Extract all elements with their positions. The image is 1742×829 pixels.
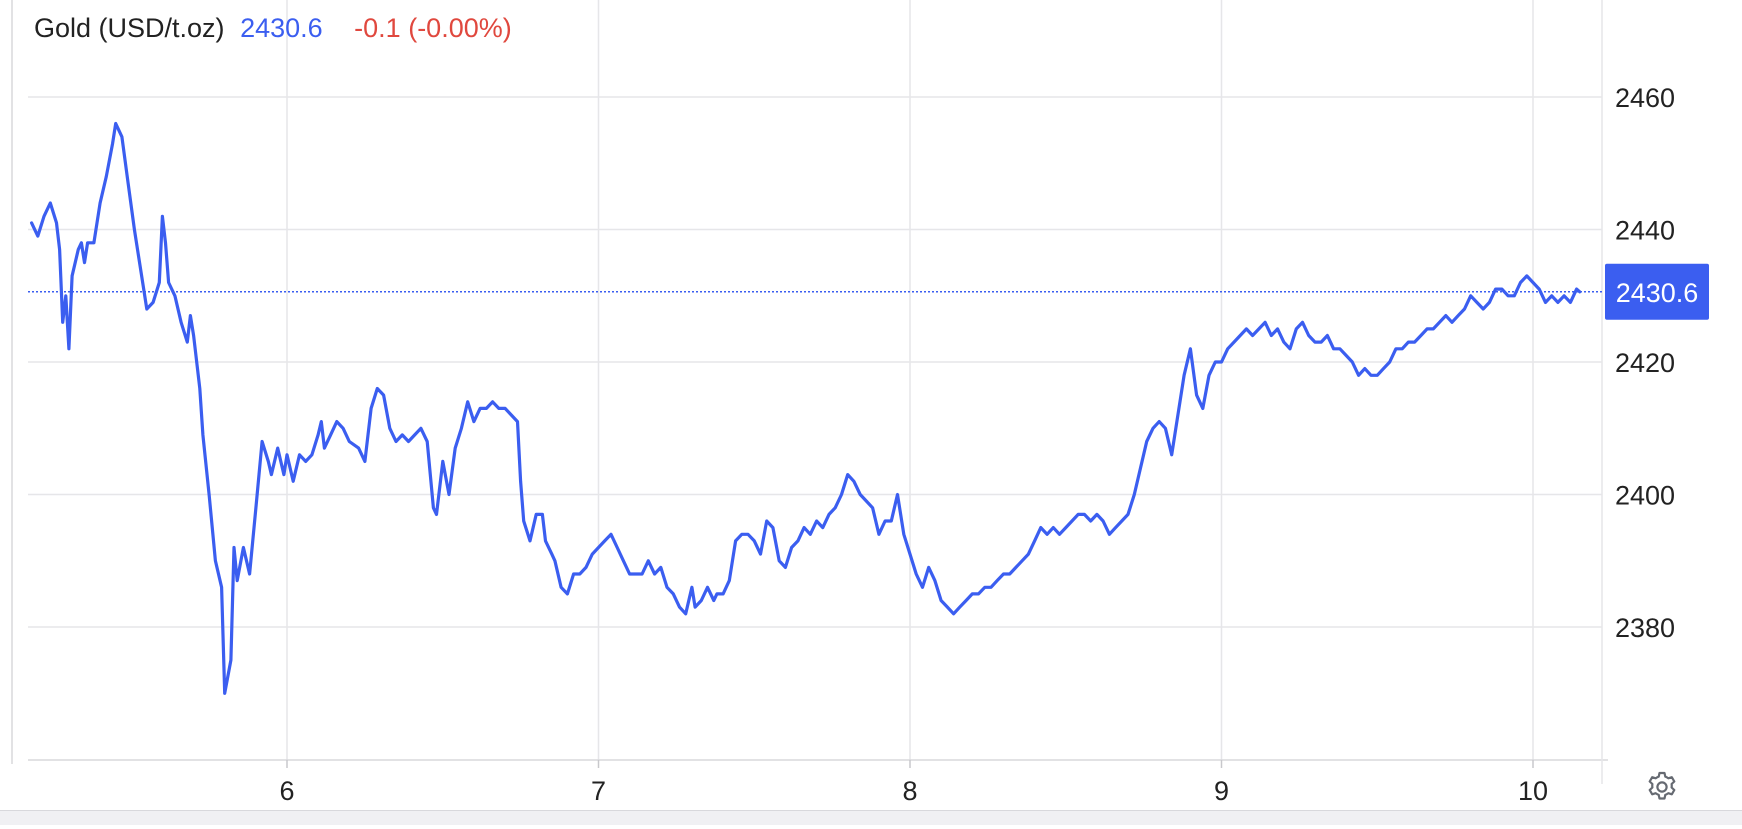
x-tick-label: 10 (1518, 776, 1548, 806)
y-tick-label: 2460 (1615, 83, 1675, 113)
instrument-name: Gold (USD/t.oz) (34, 13, 225, 43)
instrument-price: 2430.6 (240, 13, 323, 43)
current-price-tag-bg (1605, 263, 1709, 320)
series-line-gold (30, 121, 1582, 695)
x-tick-label: 8 (902, 776, 917, 806)
x-tick-label: 9 (1214, 776, 1229, 806)
y-tick-label: 2420 (1615, 348, 1675, 378)
x-tick-label: 7 (591, 776, 606, 806)
bottom-strip (0, 810, 1742, 825)
y-tick-label: 2400 (1615, 481, 1675, 511)
grid-lines (28, 0, 1602, 760)
current-price-tag-label: 2430.6 (1616, 278, 1699, 308)
y-axis: 2380 2400 2420 2440 2460 (1615, 83, 1675, 643)
instrument-header: Gold (USD/t.oz) 2430.6 -0.1 (-0.00%) (34, 10, 512, 46)
y-tick-label: 2380 (1615, 613, 1675, 643)
y-tick-label: 2440 (1615, 216, 1675, 246)
price-change: -0.1 (-0.00%) (354, 13, 512, 43)
x-tick-label: 6 (279, 776, 294, 806)
gear-icon (1648, 771, 1676, 800)
x-axis: 6 7 8 9 10 (279, 760, 1548, 806)
settings-button[interactable] (1643, 768, 1681, 806)
current-price-tag: 2430.6 (1605, 263, 1709, 320)
